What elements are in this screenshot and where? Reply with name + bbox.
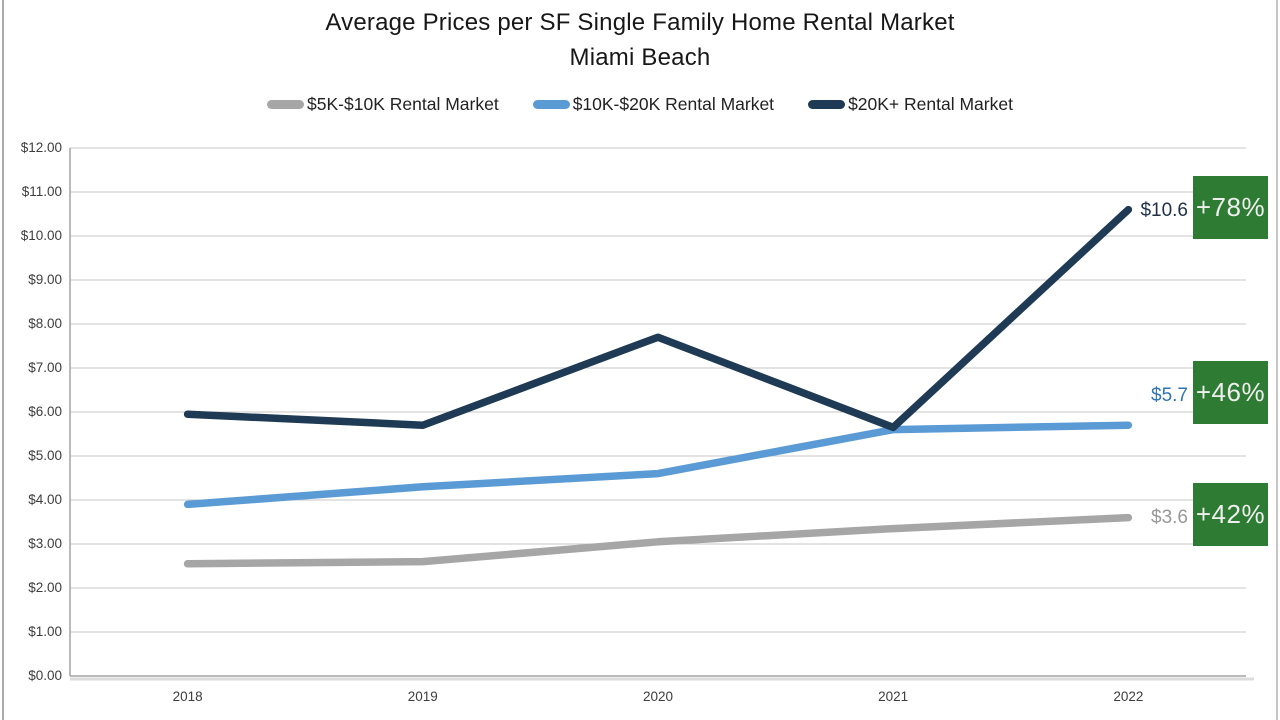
chart-title: Average Prices per SF Single Family Home… [0,5,1280,75]
series-line-1 [183,421,1133,509]
screen-right-border [1276,0,1278,720]
data-label-10k-20k: $5.7 [1151,385,1188,406]
y-tick-label: $10.00 [20,228,62,243]
series-line-0 [183,513,1133,568]
series-line-2 [183,205,1133,432]
pct-change-badge-20kplus: +78% [1193,176,1268,239]
data-label-20kplus: $10.6 [1140,200,1188,221]
y-tick-label: $0.00 [28,668,62,683]
x-tick-label: 2021 [878,689,909,704]
screen-left-border [2,0,4,720]
y-tick-label: $12.00 [20,140,62,155]
y-tick-label: $9.00 [28,272,62,287]
y-tick-label: $8.00 [28,316,62,331]
y-tick-label: $3.00 [28,536,62,551]
legend-line-swatch [808,99,846,109]
legend-line-swatch [532,99,570,109]
legend-item-1: $10K-$20K Rental Market [532,93,775,115]
y-tick-label: $6.00 [28,404,62,419]
legend-item-0: $5K-$10K Rental Market [267,94,499,115]
legend-label: $5K-$10K Rental Market [307,93,499,114]
y-tick-label: $11.00 [21,184,62,199]
x-tick-label: 2018 [172,689,203,704]
chart-legend: $5K-$10K Rental Market $10K-$20K Rental M… [0,92,1280,116]
legend-label: $10K-$20K Rental Market [572,93,775,114]
legend-line-swatch [267,99,305,109]
y-tick-label: $5.00 [28,448,62,463]
x-tick-label: 2022 [1113,689,1144,704]
legend-label: $20K+ Rental Market [848,93,1013,114]
pct-change-badge-5k-10k: +42% [1193,483,1268,546]
data-label-5k-10k: $3.6 [1151,507,1188,528]
y-tick-label: $1.00 [28,624,62,639]
y-tick-label: $4.00 [28,492,62,507]
chart-title-line2: Miami Beach [569,44,711,71]
x-tick-label: 2020 [642,689,674,704]
pct-change-badge-10k-20k: +46% [1193,361,1268,424]
x-tick-label: 2019 [407,689,438,704]
legend-item-2: $20K+ Rental Market [808,94,1013,115]
y-tick-label: $7.00 [28,360,62,375]
y-tick-label: $2.00 [28,580,62,595]
chart-title-line1: Average Prices per SF Single Family Home… [325,9,955,36]
